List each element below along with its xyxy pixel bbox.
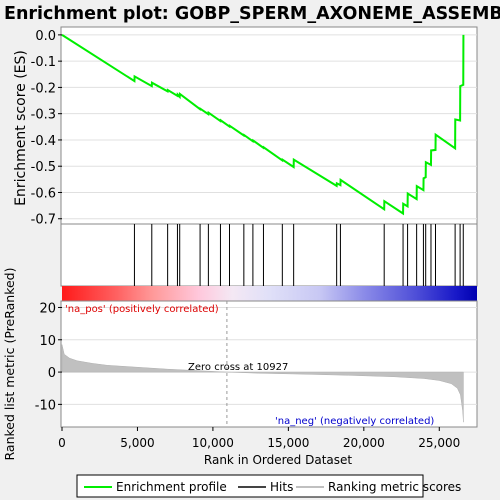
hits-plot-area <box>60 223 478 287</box>
es-y-tick-label: -0.7 <box>31 213 56 228</box>
es-y-axis-label: Enrichment score (ES) <box>13 50 29 206</box>
es-y-tick-label: -0.6 <box>31 186 56 201</box>
chart-title: Enrichment plot: GOBP_SPERM_AXONEME_ASSE… <box>4 4 500 24</box>
rank-y-tick-label: 0 <box>48 366 56 381</box>
zero-cross-label: Zero cross at 10927 <box>188 362 288 373</box>
ranking-heatmap-bar <box>62 286 477 301</box>
es-y-tick-label: -0.3 <box>31 108 56 123</box>
es-y-tick-label: -0.4 <box>31 134 56 149</box>
hit-ticks <box>133 224 464 286</box>
es-y-tick-label: -0.2 <box>31 81 56 96</box>
rank-x-tick-label: 10,000 <box>192 436 234 450</box>
neg-correlated-label: 'na_neg' (negatively correlated) <box>275 416 434 427</box>
rank-y-ticks: 20 10 0 -10 <box>35 301 62 413</box>
legend-enrichment-label: Enrichment profile <box>116 480 227 494</box>
rank-y-axis-label: Ranked list metric (PreRanked) <box>2 268 17 461</box>
es-y-ticks: 0.0 -0.1 -0.2 -0.3 -0.4 -0.5 -0.6 -0.7 <box>31 29 62 228</box>
rank-y-tick-label: 20 <box>39 301 56 316</box>
rank-y-tick-label: -10 <box>35 398 56 413</box>
rank-x-tick-label: 5,000 <box>120 436 154 450</box>
es-gridlines <box>62 34 477 220</box>
legend-ranking-label: Ranking metric scores <box>328 480 461 494</box>
legend-hits-label: Hits <box>270 480 293 494</box>
es-y-tick-label: 0.0 <box>35 29 56 44</box>
rank-x-ticks: 0 5,000 10,000 15,000 20,000 25,000 <box>58 427 460 450</box>
es-plot-area <box>60 26 478 225</box>
enrichment-panel: 0.0 -0.1 -0.2 -0.3 -0.4 -0.5 -0.6 -0.7 Enrichme… <box>13 26 478 228</box>
ranking-metric-area <box>61 344 464 423</box>
enrichment-profile-line <box>61 34 465 216</box>
es-y-tick-label: -0.5 <box>31 160 56 175</box>
rank-y-tick-label: 10 <box>39 334 56 349</box>
rank-plot-area <box>60 300 478 428</box>
rank-x-tick-label: 15,000 <box>267 436 309 450</box>
rank-x-tick-label: 20,000 <box>343 436 385 450</box>
legend: Enrichment profile Hits Ranking metric s… <box>76 474 461 498</box>
pos-correlated-label: 'na_pos' (positively correlated) <box>65 304 219 315</box>
rank-x-axis-label: Rank in Ordered Dataset <box>204 453 352 467</box>
rank-x-tick-label: 0 <box>58 436 66 450</box>
hits-panel <box>60 223 478 287</box>
es-y-tick-label: -0.1 <box>31 55 56 70</box>
rank-x-tick-label: 25,000 <box>418 436 460 450</box>
